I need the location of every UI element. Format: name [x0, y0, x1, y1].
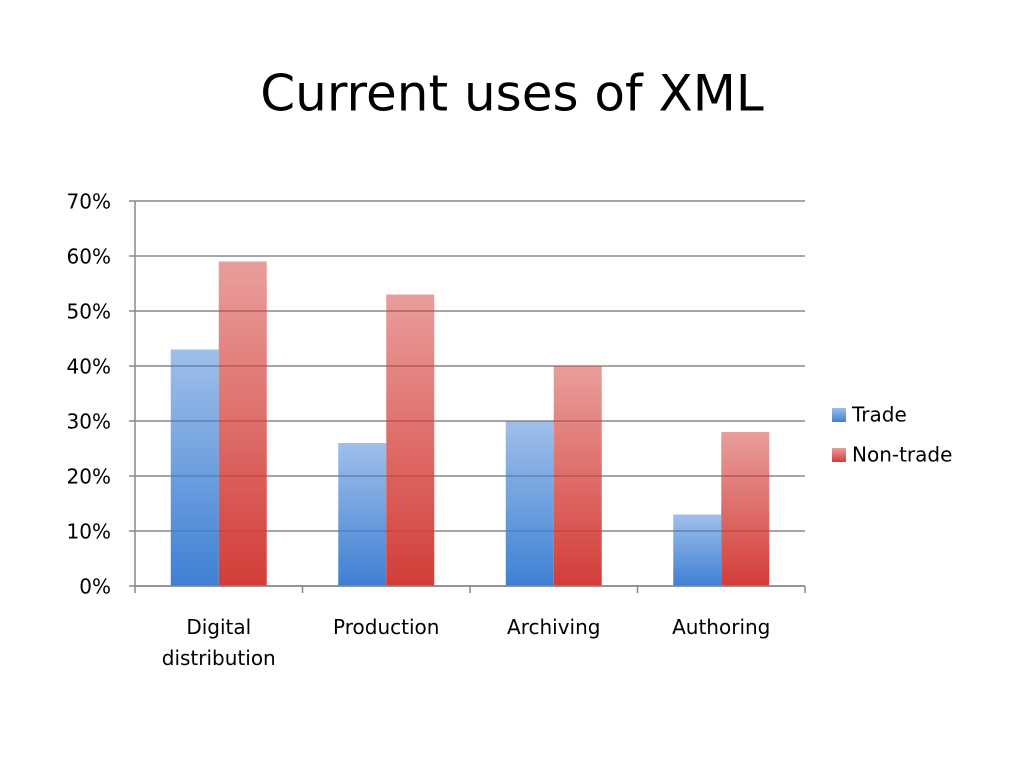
y-tick-label: 50% [67, 300, 111, 324]
x-tick-label: Authoring [672, 615, 771, 639]
y-tick-label: 70% [67, 190, 111, 214]
bar [553, 366, 602, 586]
y-tick-label: 0% [79, 575, 111, 599]
bar [673, 514, 722, 586]
legend-swatch [832, 448, 846, 462]
x-tick-label: Production [333, 615, 440, 639]
y-tick-label: 60% [67, 245, 111, 269]
x-tick-label: Archiving [507, 615, 601, 639]
y-tick-label: 30% [67, 410, 111, 434]
y-tick-label: 10% [67, 520, 111, 544]
bar [721, 432, 770, 586]
legend-swatch [832, 408, 846, 422]
y-tick-label: 40% [67, 355, 111, 379]
bar [218, 261, 267, 586]
legend-label: Non-trade [852, 443, 952, 467]
bar [170, 349, 219, 586]
bar [505, 421, 554, 586]
bar [338, 443, 387, 586]
y-tick-label: 20% [67, 465, 111, 489]
x-tick-label: Digital distribution [161, 615, 276, 670]
chart-title: Current uses of XML [260, 65, 764, 123]
bar [386, 294, 435, 586]
legend-label: Trade [851, 403, 907, 427]
